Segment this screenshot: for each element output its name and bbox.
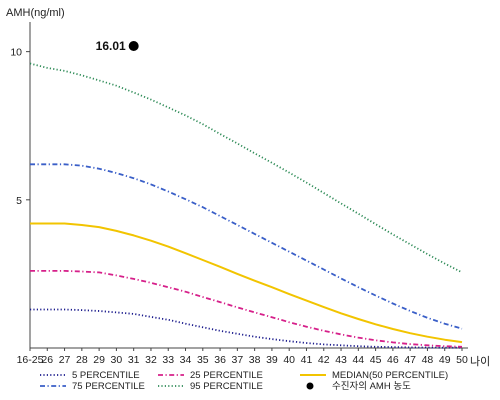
x-tick-label: 47 [404, 354, 416, 366]
legend-label: 25 PERCENTILE [190, 370, 263, 381]
legend-label: 75 PERCENTILE [72, 381, 145, 392]
chart-legend: 5 PERCENTILE 25 PERCENTILE MEDIAN(50 PERCE… [40, 370, 448, 392]
x-tick-label: 38 [249, 354, 261, 366]
y-tick-label: 10 [10, 47, 22, 59]
x-tick-label: 39 [266, 354, 278, 366]
series-line-2 [30, 222, 463, 344]
chart-axes: AMH(ng/ml) 나이 [6, 7, 490, 368]
x-tick-label: 41 [301, 354, 313, 366]
x-tick-label: 33 [162, 354, 174, 366]
x-tick-label: 36 [214, 354, 226, 366]
series-lines [29, 62, 463, 349]
x-tick-label: 31 [128, 354, 140, 366]
x-tick-label: 16-25 [17, 354, 44, 366]
legend-label: 95 PERCENTILE [190, 381, 263, 392]
x-tick-label: 48 [422, 354, 434, 366]
y-tick-label: 5 [16, 195, 22, 207]
x-tick-label: 42 [318, 354, 330, 366]
x-tick-label: 34 [180, 354, 192, 366]
legend-label: 수진자의 AMH 농도 [332, 381, 411, 392]
x-tick-label: 46 [387, 354, 399, 366]
x-tick-label: 27 [59, 354, 71, 366]
legend-swatch-patient [306, 382, 314, 390]
x-tick-label: 50 [456, 354, 468, 366]
x-tick-label: 49 [439, 354, 451, 366]
x-tick-label: 43 [335, 354, 347, 366]
series-line-4 [29, 62, 463, 274]
series-line-1 [30, 269, 463, 348]
x-tick-label: 32 [145, 354, 157, 366]
x-tick-label: 35 [197, 354, 209, 366]
x-tick-label: 26 [41, 354, 53, 366]
patient-amh-point [128, 41, 139, 51]
legend-label: MEDIAN(50 PERCENTILE) [332, 370, 448, 381]
x-tick-label: 28 [76, 354, 88, 366]
x-tick-label: 45 [370, 354, 382, 366]
x-tick-label: 30 [111, 354, 123, 366]
patient-amh-label: 16.01 [96, 39, 126, 53]
y-ticks: 5 10 [10, 47, 30, 207]
series-line-3 [30, 163, 463, 330]
x-tick-label: 37 [232, 354, 244, 366]
x-tick-label: 40 [283, 354, 295, 366]
patient-annotation: 16.01 [96, 39, 139, 53]
legend-label: 5 PERCENTILE [72, 370, 140, 381]
x-tick-label: 29 [93, 354, 105, 366]
x-axis-title: 나이 [470, 355, 490, 368]
x-tick-label: 44 [352, 354, 364, 366]
y-axis-title: AMH(ng/ml) [6, 7, 65, 19]
series-line-0 [30, 308, 462, 349]
